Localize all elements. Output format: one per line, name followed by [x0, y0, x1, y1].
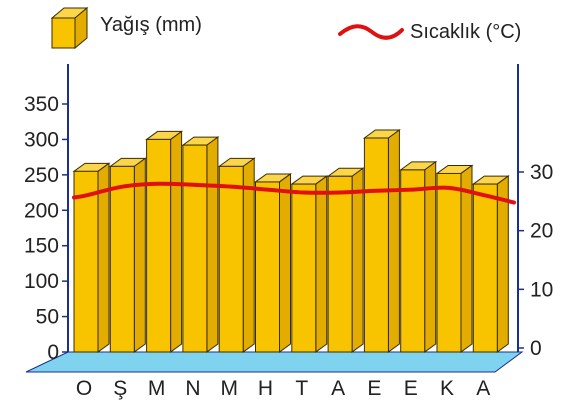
- precipitation-bar: [217, 157, 256, 353]
- right-axis-tick-label: 0: [530, 337, 542, 360]
- precipitation-bar: [399, 160, 438, 353]
- category-label: T: [295, 377, 308, 400]
- precipitation-bar: [326, 167, 365, 353]
- category-label: E: [367, 377, 381, 400]
- temperature-line: [72, 181, 516, 205]
- category-label: N: [185, 377, 200, 400]
- legend-line-icon: [338, 24, 404, 40]
- category-label: A: [476, 377, 490, 400]
- left-axis-tick-label: 200: [24, 199, 59, 222]
- category-label: H: [258, 377, 273, 400]
- right-axis-ticks: 0 10 20 30: [518, 161, 553, 360]
- right-axis-tick-label: 20: [530, 220, 553, 243]
- precipitation-bar: [72, 162, 111, 353]
- precipitation-bar: [253, 172, 293, 353]
- precipitation-bar: [290, 175, 329, 353]
- category-label: M: [148, 377, 166, 400]
- category-label: M: [220, 377, 238, 400]
- right-axis-tick-label: 30: [530, 161, 553, 184]
- precipitation-bar: [435, 164, 474, 353]
- left-axis-tick-label: 150: [24, 235, 59, 258]
- left-axis-tick-label: 350: [24, 93, 59, 116]
- left-axis-tick-label: 250: [24, 164, 59, 187]
- legend: Yağış (mm) Sıcaklık (°C): [50, 6, 521, 50]
- legend-label-precipitation: Yağış (mm): [100, 14, 202, 36]
- category-label: O: [76, 377, 92, 400]
- precipitation-bar: [108, 157, 147, 353]
- precipitation-bar: [181, 136, 220, 353]
- left-axis-tick-label: 0: [47, 341, 59, 364]
- category-label: E: [404, 377, 418, 400]
- category-label: K: [440, 377, 454, 400]
- category-label: A: [331, 377, 345, 400]
- legend-label-temperature: Sıcaklık (°C): [410, 21, 521, 43]
- precipitation-bars: [72, 129, 510, 353]
- left-axis-tick-label: 300: [24, 128, 59, 151]
- right-axis-tick-label: 10: [530, 278, 553, 301]
- chart-floor: [25, 351, 524, 373]
- left-axis-tick-label: 50: [36, 306, 59, 329]
- precipitation-bar: [471, 175, 510, 353]
- precipitation-bar: [362, 129, 401, 353]
- legend-bar-icon: [50, 6, 89, 50]
- category-label: Ş: [113, 377, 127, 400]
- left-axis-tick-label: 100: [24, 270, 59, 293]
- precipitation-bar: [145, 130, 184, 353]
- left-axis-ticks: 0 50 100 150 200 250 300 350: [24, 93, 68, 364]
